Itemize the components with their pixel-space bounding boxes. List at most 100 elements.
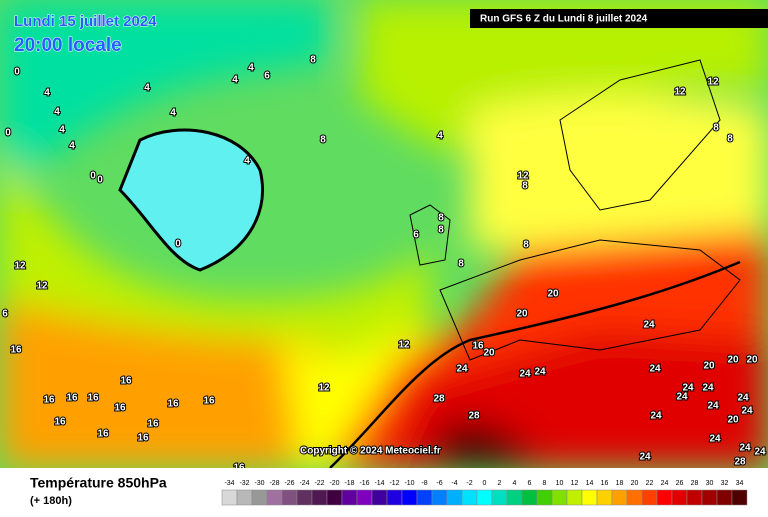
map-label: 24 xyxy=(754,447,766,458)
scale-swatch xyxy=(386,489,403,506)
map-label: 12 xyxy=(36,281,48,292)
map-label: 20 xyxy=(746,355,758,366)
scale-label: 12 xyxy=(571,480,579,487)
scale-swatch xyxy=(251,489,268,506)
scale-label: -8 xyxy=(421,480,427,487)
scale-swatch xyxy=(506,489,523,506)
scale-label: 10 xyxy=(556,480,564,487)
map-label: 20 xyxy=(703,361,715,372)
map-label: 20 xyxy=(483,348,495,359)
scale-swatch xyxy=(731,489,748,506)
map-label: 24 xyxy=(456,364,468,375)
scale-label: -14 xyxy=(374,480,384,487)
map-label: 12 xyxy=(398,340,410,351)
scale-swatch xyxy=(296,489,313,506)
scale-swatch xyxy=(461,489,478,506)
scale-swatch xyxy=(431,489,448,506)
temperature-field xyxy=(0,0,768,468)
map-label: 20 xyxy=(727,355,739,366)
legend-subtitle: (+ 180h) xyxy=(30,495,72,507)
run-info: Run GFS 6 Z du Lundi 8 juillet 2024 xyxy=(480,14,648,25)
map-label: 8 xyxy=(438,213,444,224)
scale-label: -16 xyxy=(359,480,369,487)
scale-swatch xyxy=(656,489,673,506)
scale-label: 30 xyxy=(706,480,714,487)
scale-swatch xyxy=(611,489,628,506)
scale-label: 34 xyxy=(736,480,744,487)
map-label: 24 xyxy=(709,434,721,445)
map-label: 24 xyxy=(682,383,694,394)
scale-swatch xyxy=(566,489,583,506)
map-label: 4 xyxy=(248,63,254,74)
scale-swatch xyxy=(401,489,418,506)
map-label: 20 xyxy=(547,289,559,300)
map-label: 24 xyxy=(741,406,753,417)
scale-swatch xyxy=(671,489,688,506)
scale-swatch xyxy=(341,489,358,506)
coastlines xyxy=(409,59,741,361)
scale-swatch xyxy=(356,489,373,506)
scale-label: -22 xyxy=(314,480,324,487)
greenland-outline xyxy=(118,128,264,272)
legend-title: Température 850hPa xyxy=(30,475,167,491)
map-label: 4 xyxy=(437,131,443,142)
map-label: 4 xyxy=(44,88,50,99)
scale-label: -18 xyxy=(344,480,354,487)
map-label: 4 xyxy=(69,141,75,152)
map-label: 16 xyxy=(43,395,55,406)
map-label: 4 xyxy=(59,125,65,136)
map-label: 12 xyxy=(674,87,686,98)
scale-label: -6 xyxy=(436,480,442,487)
map-label: 24 xyxy=(650,411,662,422)
map-label: 12 xyxy=(14,261,26,272)
scale-label: 32 xyxy=(721,480,729,487)
map-label: 4 xyxy=(170,108,176,119)
scale-swatch xyxy=(521,489,538,506)
scale-swatch xyxy=(701,489,718,506)
scale-swatch xyxy=(236,489,253,506)
isotherm-20 xyxy=(329,260,741,469)
map-label: 16 xyxy=(87,393,99,404)
map-label: 0 xyxy=(90,171,96,182)
map-label: 24 xyxy=(639,452,651,463)
map-label: 24 xyxy=(707,401,719,412)
map-label: 28 xyxy=(468,411,480,422)
map-label: 24 xyxy=(737,393,749,404)
map-label: 24 xyxy=(649,364,661,375)
map-label: 8 xyxy=(713,123,719,134)
map-label: 24 xyxy=(643,320,655,331)
map-label: 24 xyxy=(702,383,714,394)
scale-label: 4 xyxy=(513,480,517,487)
map-label: 24 xyxy=(534,367,546,378)
map-label: 12 xyxy=(517,171,529,182)
date: Lundi 15 juillet 2024 xyxy=(14,13,157,30)
map-label: 4 xyxy=(144,83,150,94)
map-label: 24 xyxy=(739,443,751,454)
scale-swatch xyxy=(686,489,703,506)
scale-label: 6 xyxy=(528,480,532,487)
scale-label: 0 xyxy=(483,480,487,487)
scale-swatch xyxy=(371,489,388,506)
map-label: 16 xyxy=(472,341,484,352)
color-scale: -34 -32 -30 -28 -26 -24 -22 -20 -18 -16 -14 -12 -10-… xyxy=(221,480,748,506)
map-label: 8 xyxy=(310,55,316,66)
map-label: 6 xyxy=(413,230,419,241)
scale-label: 20 xyxy=(631,480,639,487)
map-label: 16 xyxy=(203,396,215,407)
scale-swatch xyxy=(311,489,328,506)
map-label: 16 xyxy=(147,419,159,430)
scale-label: 14 xyxy=(586,480,594,487)
map-label: 8 xyxy=(458,259,464,270)
map-label: 8 xyxy=(522,181,528,192)
scale-swatch xyxy=(536,489,553,506)
scale-swatch xyxy=(266,489,283,506)
scale-label: -32 xyxy=(239,480,249,487)
run-box xyxy=(470,9,768,28)
scale-label: 24 xyxy=(661,480,669,487)
scale-label: -24 xyxy=(299,480,309,487)
scale-swatch xyxy=(221,489,238,506)
map-label: 28 xyxy=(433,394,445,405)
map-label: 16 xyxy=(167,399,179,410)
map-label: 0 xyxy=(97,175,103,186)
